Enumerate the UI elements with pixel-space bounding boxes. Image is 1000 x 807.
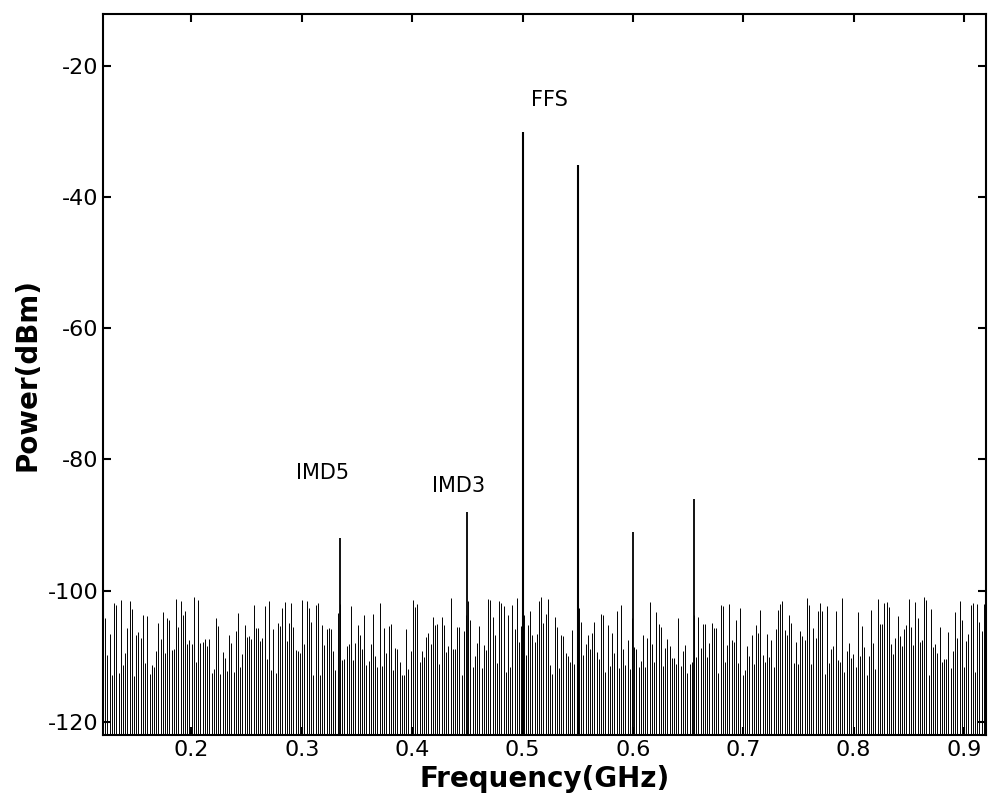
- Text: FFS: FFS: [531, 90, 568, 110]
- X-axis label: Frequency(GHz): Frequency(GHz): [419, 765, 670, 793]
- Text: IMD5: IMD5: [296, 463, 349, 483]
- Text: IMD3: IMD3: [432, 476, 485, 496]
- Y-axis label: Power(dBm): Power(dBm): [14, 278, 42, 470]
